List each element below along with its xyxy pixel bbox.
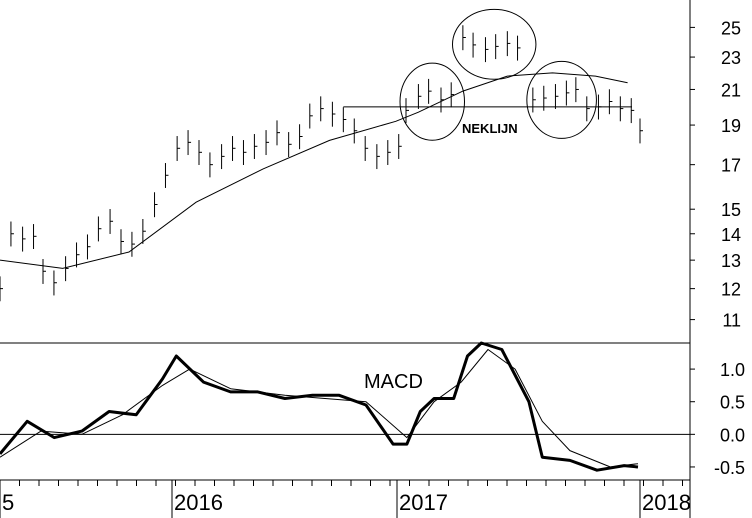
x-tick-label: 2018	[642, 490, 691, 515]
price-y-tick-label: 23	[721, 48, 741, 68]
price-y-tick-label: 25	[721, 18, 741, 38]
x-tick-label: 2017	[399, 490, 448, 515]
price-y-tick-label: 11	[722, 311, 741, 331]
moving-average-line	[0, 72, 628, 269]
price-panel: NEKLIJN 25 23 21 19 17 15 14 13 12 11	[0, 8, 741, 331]
macd-y-tick-label: 0.5	[720, 393, 745, 413]
price-y-tick-label: 17	[721, 156, 741, 176]
macd-title: MACD	[364, 371, 423, 393]
circled-period	[526, 60, 597, 139]
macd-panel: MACD 1.0 0.5 0.0 -0.5	[0, 341, 745, 478]
macd-signal-line	[0, 349, 639, 468]
chart-frame	[0, 0, 691, 518]
macd-y-tick-label: -0.5	[714, 458, 745, 478]
x-axis: 5 2016 2017 2018	[0, 480, 691, 518]
x-tick-label: 5	[2, 490, 14, 515]
price-y-tick-label: 13	[721, 251, 741, 271]
macd-line	[0, 341, 639, 472]
macd-y-tick-label: 1.0	[720, 360, 745, 380]
macd-y-tick-label: 0.0	[720, 425, 745, 445]
price-y-tick-label: 15	[721, 200, 741, 220]
x-tick-label: 2016	[174, 490, 223, 515]
circled-period	[451, 8, 537, 80]
price-y-tick-label: 12	[721, 280, 741, 300]
price-y-tick-label: 14	[721, 225, 741, 245]
neckline-label: NEKLIJN	[462, 121, 518, 136]
price-y-tick-label: 19	[721, 116, 741, 136]
circled-period	[399, 62, 465, 141]
price-y-tick-label: 21	[721, 80, 741, 100]
